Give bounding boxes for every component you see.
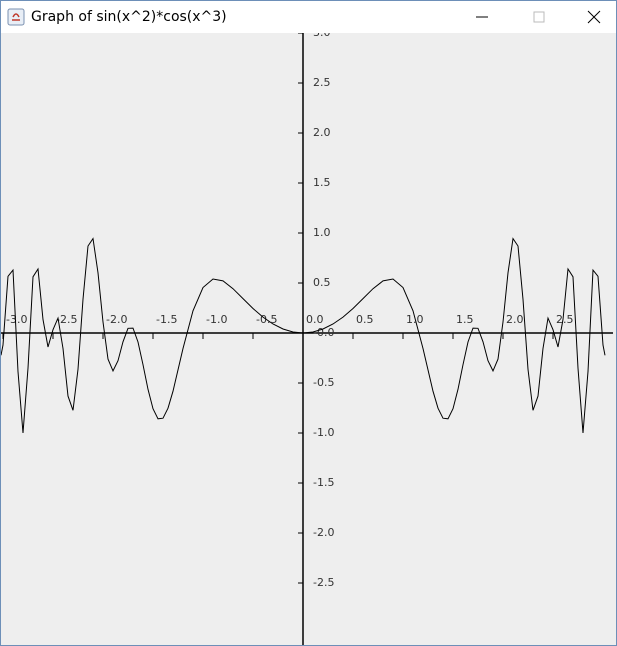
x-tick-label: 2.5	[556, 313, 574, 326]
y-tick-label: -0.5	[313, 376, 334, 389]
function-curve	[1, 237, 606, 433]
x-tick-label: -3.0	[6, 313, 27, 326]
window-title: Graph of sin(x^2)*cos(x^3)	[31, 9, 227, 25]
x-tick-label: 2.0	[506, 313, 524, 326]
y-tick-label: 1.5	[313, 176, 331, 189]
close-button[interactable]	[587, 10, 601, 24]
y-tick-label: -2.5	[313, 576, 334, 589]
maximize-button[interactable]	[533, 11, 545, 23]
app-icon	[7, 8, 25, 26]
y-tick-label: -2.0	[313, 526, 334, 539]
title-bar: Graph of sin(x^2)*cos(x^3)	[1, 1, 616, 33]
x-tick-label: 0.5	[356, 313, 374, 326]
x-tick-label: -2.0	[106, 313, 127, 326]
y-tick-label: -1.0	[313, 426, 334, 439]
x-tick-label: -1.5	[156, 313, 177, 326]
x-tick-label: 0.0	[306, 313, 324, 326]
y-tick-label: 2.0	[313, 126, 331, 139]
x-tick-label: 1.0	[406, 313, 424, 326]
x-tick-label: -2.5	[56, 313, 77, 326]
plot: -3.0 -2.5 -2.0 -1.5 -1.0 -0.5 0.0 0.5 1.0 1.5 2.0 2…	[1, 33, 613, 645]
y-tick-label: 3.0	[313, 33, 331, 39]
x-tick-label: 1.5	[456, 313, 474, 326]
x-tick-label: -1.0	[206, 313, 227, 326]
y-tick-label: 1.0	[313, 226, 331, 239]
y-tick-label: 2.5	[313, 76, 331, 89]
y-tick-label: 0.5	[313, 276, 331, 289]
y-tick-label: -0.0	[313, 326, 334, 339]
window-controls[interactable]	[466, 1, 616, 33]
y-tick-label: -1.5	[313, 476, 334, 489]
